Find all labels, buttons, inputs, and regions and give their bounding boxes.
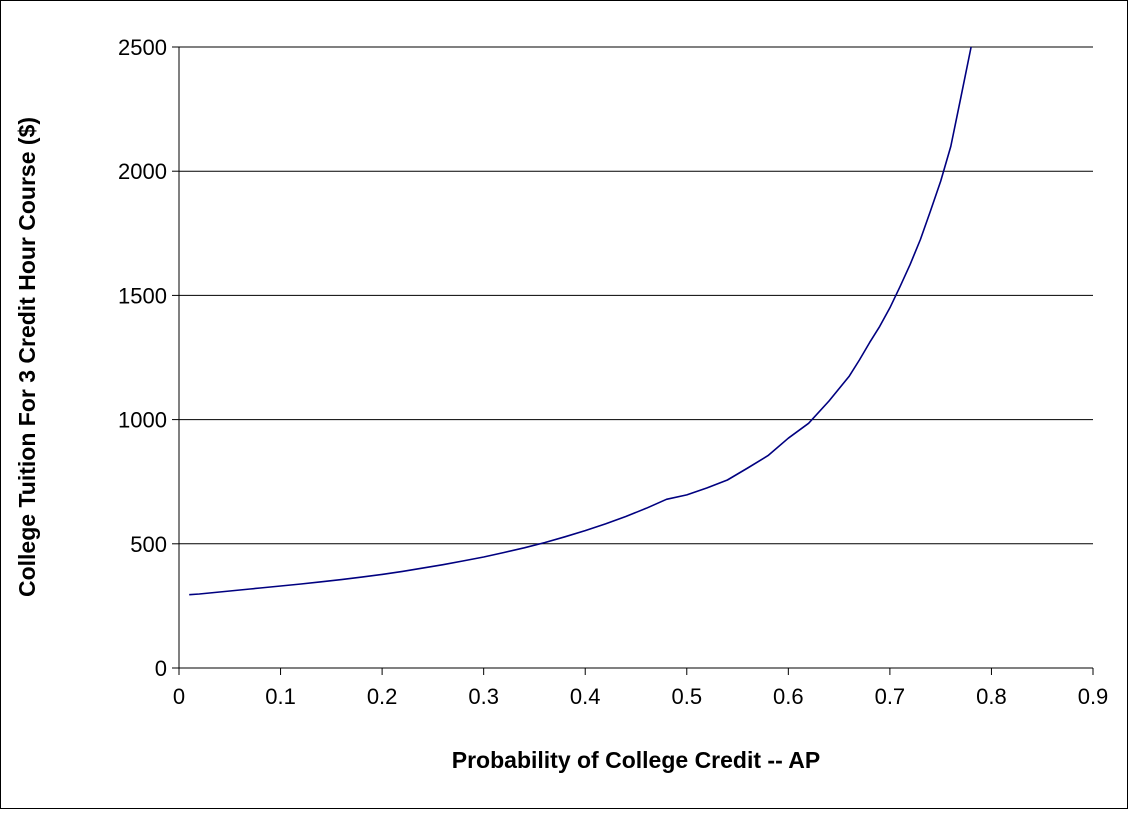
x-tick-label: 0.7 [875,684,906,709]
x-tick-label: 0.9 [1078,684,1109,709]
x-tick-label: 0 [173,684,185,709]
y-tick-label: 1000 [118,408,167,433]
y-tick-label: 500 [130,532,167,557]
x-axis-title: Probability of College Credit -- AP [452,747,820,773]
y-tick-label: 1500 [118,283,167,308]
x-tick-label: 0.8 [976,684,1007,709]
gridlines [179,46,1093,545]
x-tick-label: 0.2 [367,684,398,709]
x-tick-label: 0.5 [671,684,702,709]
x-tick-label: 0.1 [265,684,296,709]
y-tick-label: 2000 [118,159,167,184]
x-ticks: 0 0.1 0.2 0.3 0.4 0.5 0.6 0.7 0.8 0.9 [173,668,1108,709]
y-ticks: 0 500 1000 1500 2000 2500 [118,35,179,681]
series-group [189,46,972,596]
y-axis-title: College Tuition For 3 Credit Hour Course… [14,117,40,597]
y-tick-label: 2500 [118,35,167,60]
plot-area [179,47,1093,668]
x-tick-label: 0.3 [468,684,499,709]
y-tick-label: 0 [155,656,167,681]
series-line [189,46,972,596]
x-tick-label: 0.6 [773,684,804,709]
x-tick-label: 0.4 [570,684,601,709]
